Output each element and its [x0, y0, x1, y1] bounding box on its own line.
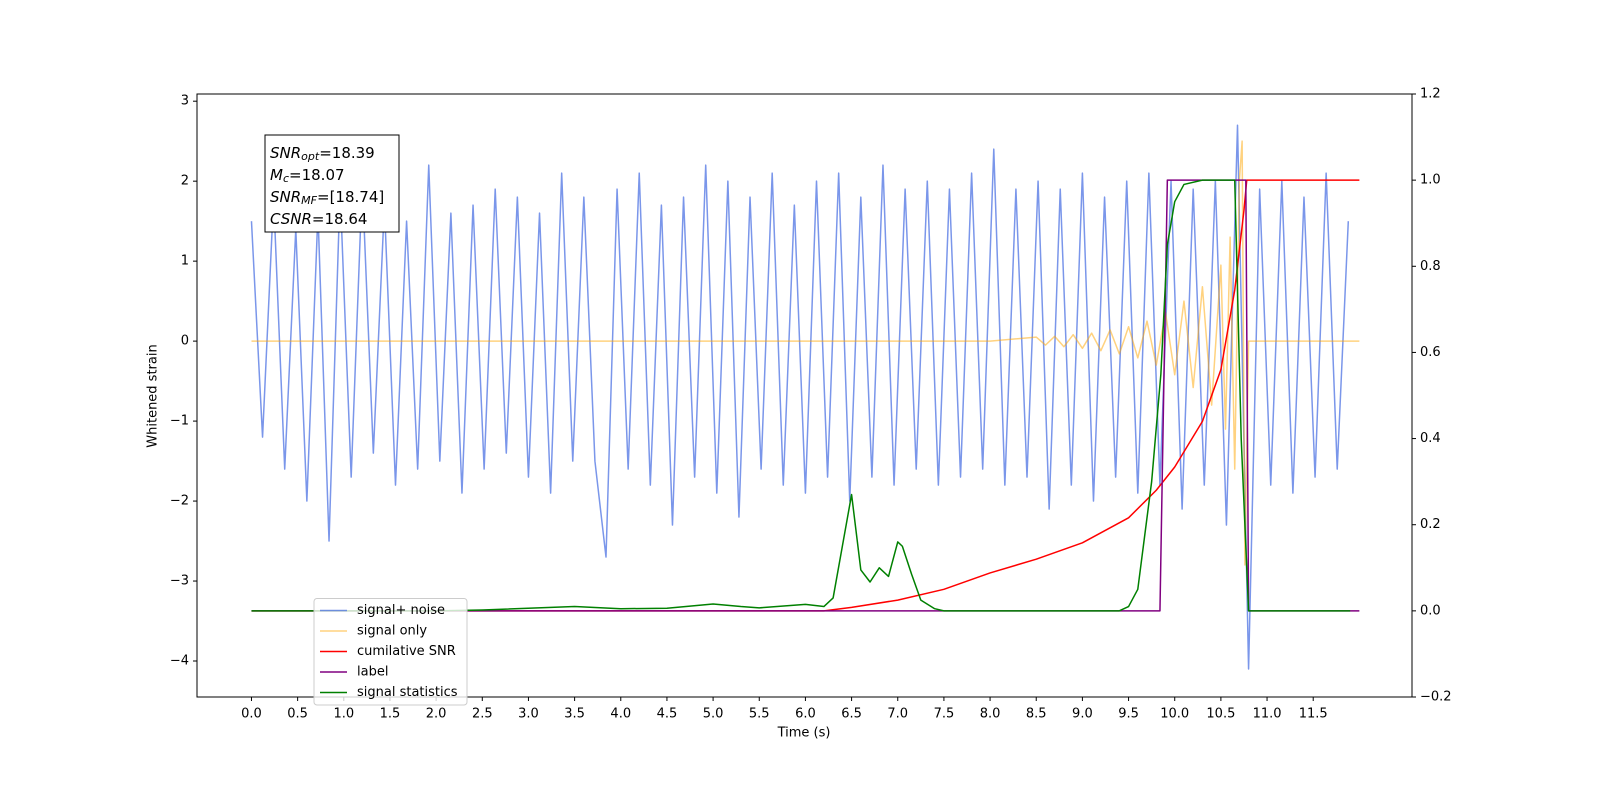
y-tick-label: −3	[170, 574, 189, 589]
x-tick-label: 6.5	[841, 707, 862, 722]
x-tick-label: 6.0	[795, 707, 816, 722]
annotation-symbol: CSNR	[270, 210, 312, 228]
x-tick-label: 9.0	[1072, 707, 1093, 722]
legend-label: label	[357, 665, 388, 680]
annotation-value: =18.07	[289, 166, 345, 184]
annotation-line: SNRopt=18.39	[270, 144, 375, 164]
plot-frame	[196, 93, 1413, 698]
legend-box	[313, 598, 468, 706]
series-line	[251, 179, 1351, 612]
annotation-symbol: SNR	[270, 144, 301, 162]
x-tick-label: 4.0	[610, 707, 631, 722]
x-tick-label: 8.0	[980, 707, 1001, 722]
series-line	[250, 124, 1350, 670]
x-tick-label: 10.5	[1206, 707, 1235, 722]
y2-tick-label: 0.6	[1420, 345, 1441, 360]
series-line	[251, 140, 1360, 566]
legend-label: cumilative SNR	[357, 644, 456, 659]
x-tick-label: 4.5	[657, 707, 678, 722]
annotation-line: CSNR=18.64	[270, 210, 367, 228]
y-tick-label: 3	[181, 94, 189, 109]
x-axis-label: Time (s)	[777, 726, 831, 741]
annotation-symbol: SNR	[270, 188, 301, 206]
annotation-value: =[18.74]	[317, 188, 384, 206]
series-line	[251, 179, 1360, 612]
y2-tick-label: 1.0	[1420, 173, 1441, 188]
annotation-value: =18.39	[319, 144, 375, 162]
y2-tick-label: 0.2	[1420, 517, 1441, 532]
annotation-line: Mc=18.07	[270, 166, 345, 186]
y2-tick-label: 0.0	[1420, 603, 1441, 618]
legend-label: signal+ noise	[357, 603, 445, 618]
legend-label: signal only	[357, 624, 427, 639]
x-tick-label: 7.5	[934, 707, 955, 722]
x-tick-label: 2.0	[426, 707, 447, 722]
x-tick-label: 2.5	[472, 707, 493, 722]
y-tick-label: 2	[181, 174, 189, 189]
y-tick-label: 1	[181, 254, 189, 269]
x-tick-label: 3.0	[518, 707, 539, 722]
legend-label: signal statistics	[357, 685, 458, 700]
y2-tick-label: 0.8	[1420, 259, 1441, 274]
x-tick-label: 0.0	[241, 707, 262, 722]
x-tick-label: 1.5	[380, 707, 401, 722]
y-tick-label: −2	[170, 494, 189, 509]
x-tick-label: 7.0	[887, 707, 908, 722]
x-tick-label: 5.0	[703, 707, 724, 722]
annotation-subscript: MF	[301, 194, 317, 207]
annotation-line: SNRMF=[18.74]	[270, 188, 384, 208]
annotation-subscript: c	[283, 172, 289, 185]
x-tick-label: 3.5	[564, 707, 585, 722]
x-tick-label: 8.5	[1026, 707, 1047, 722]
x-tick-label: 9.5	[1118, 707, 1139, 722]
annotation: SNRopt=18.39Mc=18.07SNRMF=[18.74]CSNR=18…	[264, 134, 400, 233]
x-tick-label: 1.0	[333, 707, 354, 722]
annotation-value: =18.64	[312, 210, 368, 228]
y2-tick-label: 0.4	[1420, 431, 1441, 446]
x-tick-label: 11.0	[1253, 707, 1282, 722]
y2-tick-label: −0.2	[1420, 690, 1452, 705]
annotation-subscript: opt	[301, 150, 320, 163]
y-tick-label: 0	[181, 334, 189, 349]
x-tick-label: 0.5	[287, 707, 308, 722]
legend: signal+ noise signal only cumilative SNR la…	[313, 598, 468, 706]
y-tick-label: −1	[170, 414, 189, 429]
y2-tick-label: 1.2	[1420, 87, 1441, 102]
x-tick-label: 10.0	[1160, 707, 1189, 722]
y-tick-label: −4	[170, 654, 189, 669]
annotation-symbol: M	[270, 166, 283, 184]
x-tick-label: 11.5	[1299, 707, 1328, 722]
y-axis-label: Whitened strain	[146, 344, 161, 447]
annotation-box	[264, 134, 400, 233]
x-tick-label: 5.5	[749, 707, 770, 722]
series-line	[251, 179, 1360, 612]
